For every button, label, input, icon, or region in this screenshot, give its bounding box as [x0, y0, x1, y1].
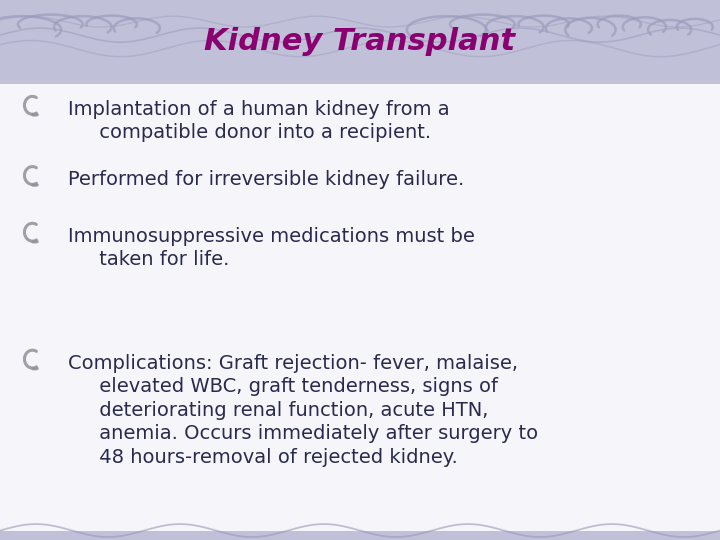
Text: Immunosuppressive medications must be
     taken for life.: Immunosuppressive medications must be ta… — [68, 227, 475, 269]
Bar — [0, 0, 720, 84]
Text: Kidney Transplant: Kidney Transplant — [204, 28, 516, 56]
Text: Performed for irreversible kidney failure.: Performed for irreversible kidney failur… — [68, 170, 464, 189]
Bar — [0, 530, 720, 540]
Text: Implantation of a human kidney from a
     compatible donor into a recipient.: Implantation of a human kidney from a co… — [68, 100, 450, 143]
Text: Complications: Graft rejection- fever, malaise,
     elevated WBC, graft tendern: Complications: Graft rejection- fever, m… — [68, 354, 539, 467]
